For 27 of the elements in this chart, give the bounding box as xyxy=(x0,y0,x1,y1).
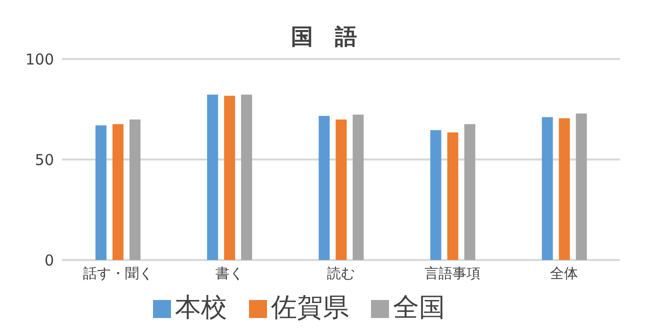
bar xyxy=(558,118,570,260)
bar xyxy=(95,125,106,260)
bar xyxy=(430,130,442,260)
bar xyxy=(352,114,364,260)
chart-title: 国 語 xyxy=(290,23,358,52)
legend-label: 本校 xyxy=(175,293,227,323)
x-tick-label: 全体 xyxy=(550,266,578,282)
legend-label: 佐賀県 xyxy=(271,293,349,323)
y-tick-label: 50 xyxy=(34,150,54,169)
bar xyxy=(241,94,252,260)
y-tick-label: 0 xyxy=(44,251,54,270)
bar xyxy=(464,124,476,260)
x-tick-label: 読む xyxy=(327,266,355,282)
bar xyxy=(224,96,236,260)
legend-label: 全国 xyxy=(393,293,445,323)
x-tick-label: 言語事項 xyxy=(424,266,481,282)
bar xyxy=(129,120,140,260)
x-tick-label: 書く xyxy=(215,266,244,282)
bar xyxy=(336,120,347,260)
y-tick-label: 100 xyxy=(25,50,54,68)
bar xyxy=(447,132,458,260)
bar xyxy=(576,113,587,260)
bar xyxy=(207,94,218,260)
bar xyxy=(112,124,124,260)
x-tick-label: 話す・聞く xyxy=(82,266,153,282)
bar xyxy=(542,117,553,260)
bar xyxy=(318,116,330,260)
